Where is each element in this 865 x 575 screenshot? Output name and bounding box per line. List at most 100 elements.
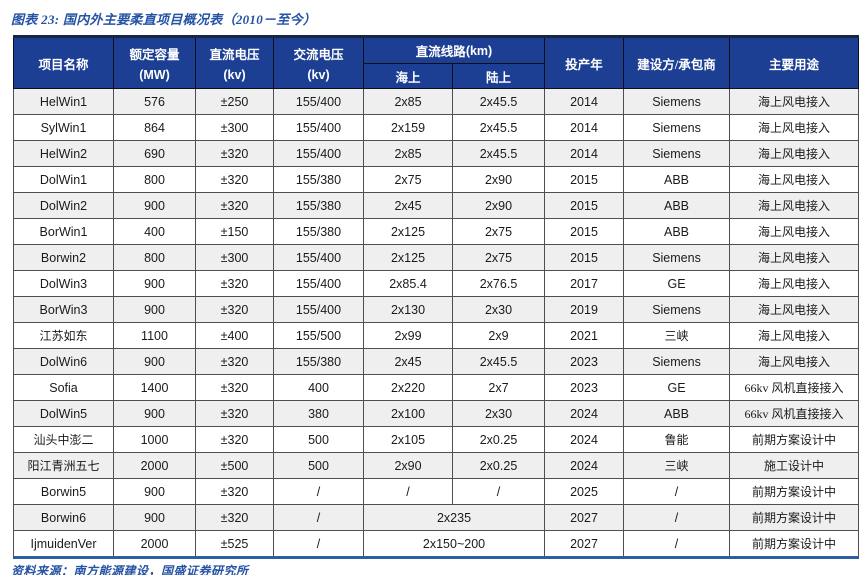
- table-cell: 2015: [544, 244, 625, 271]
- table-cell: 2x30: [451, 400, 546, 427]
- table-cell: 500: [273, 426, 364, 453]
- table-body: HelWin1 576 ±250 155/400 2x85 2x45.5 2014 Sieme…: [13, 88, 860, 558]
- column-header-dc-voltage: 直流电压 (kv): [195, 36, 274, 89]
- table-cell: 2023: [544, 348, 625, 375]
- table-cell: 900: [113, 504, 196, 531]
- table-cell: 施工设计中: [729, 452, 860, 479]
- table-cell: 2024: [544, 452, 625, 479]
- table-cell: 2x45.5: [451, 88, 546, 115]
- table-cell: DolWin1: [13, 166, 114, 193]
- table-cell: 400: [273, 374, 364, 401]
- table-cell: SylWin1: [13, 114, 114, 141]
- table-cell: 2x90: [363, 452, 453, 479]
- table-cell: 2014: [544, 88, 625, 115]
- table-row: Borwin5 900 ±320///2025/前期方案设计中: [13, 478, 860, 505]
- table-cell: 155/380: [273, 166, 364, 193]
- table-cell: 海上风电接入: [729, 270, 860, 297]
- column-header-capacity-label: 额定容量: [129, 47, 180, 62]
- table-cell: 三峡: [623, 452, 731, 479]
- table-cell: 155/400: [273, 140, 364, 167]
- figure-title: 图表 23: 国内外主要柔直项目概况表（2010－至今）: [11, 12, 317, 27]
- table-cell: ±525: [195, 530, 274, 558]
- table-cell: ABB: [623, 400, 731, 427]
- table-cell: 155/500: [273, 322, 364, 349]
- table-row: 汕头中澎二 1000 ±320 500 2x105 2x0.25 2024 鲁能 前期方案设计中: [13, 426, 860, 453]
- table-cell: 汕头中澎二: [13, 426, 114, 453]
- table-cell: 2x7: [451, 374, 546, 401]
- table-cell: 900: [113, 400, 196, 427]
- column-header-project: 项目名称: [13, 36, 114, 89]
- table-cell: 2015: [544, 166, 625, 193]
- table-cell: 前期方案设计中: [729, 504, 860, 531]
- table-cell: ±320: [195, 504, 274, 531]
- table-cell: 2027: [544, 504, 625, 531]
- table-cell: ABB: [623, 218, 731, 245]
- table-cell: 2x90: [451, 192, 546, 219]
- table-cell: 155/380: [273, 218, 364, 245]
- table-cell: /: [363, 478, 453, 505]
- table-cell: 1400: [113, 374, 196, 401]
- source-note: 资料来源：南方能源建设，国盛证券研究所: [11, 564, 249, 575]
- column-header-usage-label: 主要用途: [769, 57, 820, 72]
- table-cell: 155/400: [273, 270, 364, 297]
- table-cell: Siemens: [623, 88, 731, 115]
- table-cell: 1000: [113, 426, 196, 453]
- table-row: HelWin2 690 ±320 155/400 2x85 2x45.5 2014 Sieme…: [13, 140, 860, 167]
- table-cell: 2x159: [363, 114, 453, 141]
- table-cell: DolWin6: [13, 348, 114, 375]
- table-cell: 2x85: [363, 88, 453, 115]
- table-cell: ±320: [195, 296, 274, 323]
- table-cell: 海上风电接入: [729, 88, 860, 115]
- table-cell: 2017: [544, 270, 625, 297]
- table-cell: 前期方案设计中: [729, 478, 860, 505]
- table-row: SylWin1 864 ±300 155/400 2x159 2x45.5 2014 Siem…: [13, 114, 860, 141]
- table-cell: Siemens: [623, 244, 731, 271]
- table-cell: 400: [113, 218, 196, 245]
- column-header-builder: 建设方/承包商: [623, 36, 731, 89]
- table-cell: 155/400: [273, 88, 364, 115]
- column-header-ac-voltage-label: 交流电压: [293, 47, 344, 62]
- table-cell: 380: [273, 400, 364, 427]
- header-row-main: 项目名称 额定容量 (MW) 直流电压 (kv) 交流电压: [13, 36, 860, 89]
- table-cell: 1100: [113, 322, 196, 349]
- table-cell: /: [273, 478, 364, 505]
- table-cell: 2x220: [363, 374, 453, 401]
- table-cell: Siemens: [623, 114, 731, 141]
- column-header-project-label: 项目名称: [38, 57, 89, 72]
- table-row: Sofia 1400 ±320 400 2x220 2x7 2023 GE 66kv 风机直接接…: [13, 374, 860, 401]
- table-cell: ±320: [195, 166, 274, 193]
- table-cell: 江苏如东: [13, 322, 114, 349]
- table-cell: 576: [113, 88, 196, 115]
- table-cell: ±300: [195, 114, 274, 141]
- table-cell: 690: [113, 140, 196, 167]
- table-cell: 2x0.25: [451, 452, 546, 479]
- table-cell: 155/400: [273, 296, 364, 323]
- table-cell: BorWin3: [13, 296, 114, 323]
- header-row-sub: 海上 陆上: [14, 63, 859, 89]
- table-cell: 2021: [544, 322, 625, 349]
- table-cell: 海上风电接入: [729, 140, 860, 167]
- table-cell: 鲁能: [623, 426, 731, 453]
- table-cell: /: [623, 478, 731, 505]
- table-cell: 155/400: [273, 114, 364, 141]
- column-header-usage: 主要用途: [729, 36, 860, 89]
- column-header-year: 投产年: [544, 36, 625, 89]
- table-cell: 864: [113, 114, 196, 141]
- table-row: Borwin6 900 ±320/2x235 2027/前期方案设计中: [13, 504, 860, 531]
- table-cell: ±400: [195, 322, 274, 349]
- table-cell: 2x30: [451, 296, 546, 323]
- table-cell: ±320: [195, 374, 274, 401]
- table-row: IjmuidenVer 2000 ±525/2x150~200 2027/前期方案设计…: [13, 530, 860, 558]
- column-header-capacity-unit: (MW): [139, 68, 170, 83]
- table-row: HelWin1 576 ±250 155/400 2x85 2x45.5 2014 Sieme…: [13, 88, 860, 115]
- table-row: DolWin3 900 ±320 155/400 2x85.4 2x76.5 2017 GE 海…: [13, 270, 860, 297]
- table-cell: 2x76.5: [451, 270, 546, 297]
- table-row: BorWin1 400 ±150 155/380 2x125 2x75 2015 ABB 海上风…: [13, 218, 860, 245]
- table-cell: 2x0.25: [451, 426, 546, 453]
- table-cell: DolWin2: [13, 192, 114, 219]
- table-cell: 2x75: [363, 166, 453, 193]
- table-cell: /: [451, 478, 546, 505]
- table-cell: GE: [623, 374, 731, 401]
- table-header: 项目名称 额定容量 (MW) 直流电压 (kv) 交流电压: [13, 36, 860, 89]
- column-header-dc-voltage-label: 直流电压: [209, 47, 260, 62]
